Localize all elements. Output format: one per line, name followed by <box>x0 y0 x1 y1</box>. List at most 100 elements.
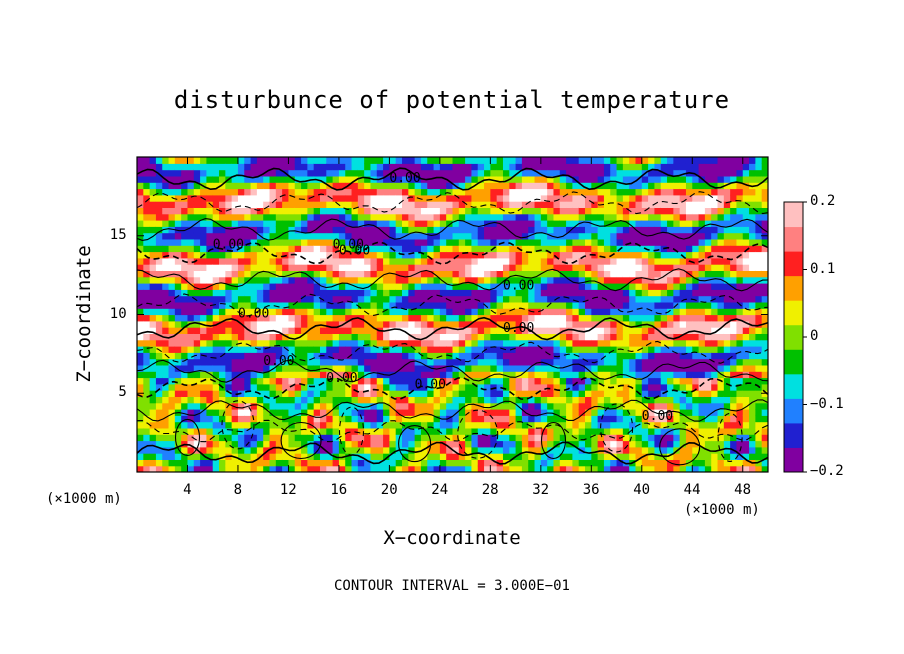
heatmap-cell <box>427 427 435 435</box>
heatmap-cell <box>610 207 618 215</box>
heatmap-cell <box>509 333 517 341</box>
heatmap-cell <box>433 459 441 467</box>
heatmap-cell <box>376 465 384 472</box>
heatmap-cell <box>408 251 416 259</box>
heatmap-cell <box>446 169 454 177</box>
heatmap-cell <box>174 327 182 334</box>
heatmap-cell <box>711 308 719 316</box>
heatmap-cell <box>219 289 226 297</box>
heatmap-cell <box>319 157 327 164</box>
heatmap-cell <box>225 201 233 208</box>
heatmap-cell <box>660 264 668 271</box>
heatmap-cell <box>244 434 252 442</box>
heatmap-cell <box>206 188 214 196</box>
heatmap-cell <box>597 409 605 416</box>
heatmap-cell <box>307 409 315 416</box>
heatmap-cell <box>610 339 618 347</box>
heatmap-cell <box>704 409 712 416</box>
heatmap-cell <box>364 207 372 215</box>
heatmap-cell <box>212 163 220 171</box>
heatmap-cell <box>162 182 170 190</box>
heatmap-cell <box>553 226 561 234</box>
heatmap-cell <box>326 358 334 366</box>
heatmap-cell <box>749 396 756 404</box>
heatmap-cell <box>496 194 504 202</box>
heatmap-cell <box>155 314 163 322</box>
heatmap-cell <box>275 352 283 360</box>
heatmap-cell <box>692 169 700 177</box>
heatmap-cell <box>402 421 409 429</box>
heatmap-cell <box>376 270 384 278</box>
heatmap-cell <box>585 264 592 271</box>
heatmap-cell <box>187 459 195 467</box>
heatmap-cell <box>521 276 529 284</box>
heatmap-cell <box>181 314 189 322</box>
heatmap-cell <box>465 421 473 429</box>
heatmap-cell <box>193 213 201 221</box>
heatmap-cell <box>509 245 517 253</box>
heatmap-cell <box>711 333 719 341</box>
heatmap-cell <box>572 276 580 284</box>
heatmap-cell <box>256 364 264 372</box>
heatmap-cell <box>446 264 454 271</box>
heatmap-cell <box>477 301 485 309</box>
heatmap-cell <box>521 314 529 322</box>
heatmap-cell <box>471 264 479 271</box>
heatmap-cell <box>458 339 466 347</box>
heatmap-cell <box>301 226 308 234</box>
heatmap-cell <box>275 409 283 416</box>
heatmap-cell <box>515 270 523 278</box>
heatmap-cell <box>603 409 611 416</box>
heatmap-cell <box>332 220 340 227</box>
heatmap-cell <box>597 434 605 442</box>
heatmap-cell <box>654 295 662 303</box>
heatmap-cell <box>408 213 416 221</box>
heatmap-cell <box>496 257 504 265</box>
heatmap-cell <box>730 270 738 278</box>
heatmap-cell <box>420 207 428 215</box>
heatmap-cell <box>137 383 144 391</box>
heatmap-cell <box>231 421 239 429</box>
heatmap-cell <box>212 465 220 472</box>
heatmap-cell <box>610 346 618 353</box>
heatmap-cell <box>439 232 447 240</box>
heatmap-cell <box>269 333 277 341</box>
heatmap-cell <box>376 276 384 284</box>
heatmap-cell <box>692 308 700 316</box>
heatmap-cell <box>231 175 239 183</box>
heatmap-cell <box>458 264 466 271</box>
heatmap-cell <box>206 383 214 391</box>
heatmap-cell <box>679 333 687 341</box>
heatmap-cell <box>332 201 340 208</box>
heatmap-cell <box>174 157 182 164</box>
heatmap-cell <box>471 175 479 183</box>
heatmap-cell <box>667 314 674 322</box>
heatmap-cell <box>307 201 315 208</box>
heatmap-cell <box>502 163 510 171</box>
heatmap-cell <box>603 390 611 397</box>
heatmap-cell <box>591 163 599 171</box>
heatmap-cell <box>332 182 340 190</box>
heatmap-cell <box>679 346 687 353</box>
heatmap-cell <box>446 415 454 423</box>
heatmap-cell <box>294 245 302 253</box>
heatmap-cell <box>149 415 157 423</box>
heatmap-cell <box>181 371 189 379</box>
heatmap-cell <box>408 446 416 454</box>
heatmap-cell <box>578 333 586 341</box>
heatmap-cell <box>364 257 372 265</box>
heatmap-cell <box>692 453 700 460</box>
heatmap-cell <box>547 213 555 221</box>
heatmap-cell <box>521 390 529 397</box>
heatmap-cell <box>603 289 611 297</box>
heatmap-cell <box>187 194 195 202</box>
heatmap-cell <box>326 421 334 429</box>
heatmap-cell <box>439 390 447 397</box>
heatmap-cell <box>256 383 264 391</box>
heatmap-cell <box>736 276 744 284</box>
heatmap-cell <box>237 346 245 353</box>
heatmap-cell <box>452 427 460 435</box>
heatmap-cell <box>212 169 220 177</box>
heatmap-cell <box>484 333 491 341</box>
heatmap-cell <box>168 446 176 454</box>
